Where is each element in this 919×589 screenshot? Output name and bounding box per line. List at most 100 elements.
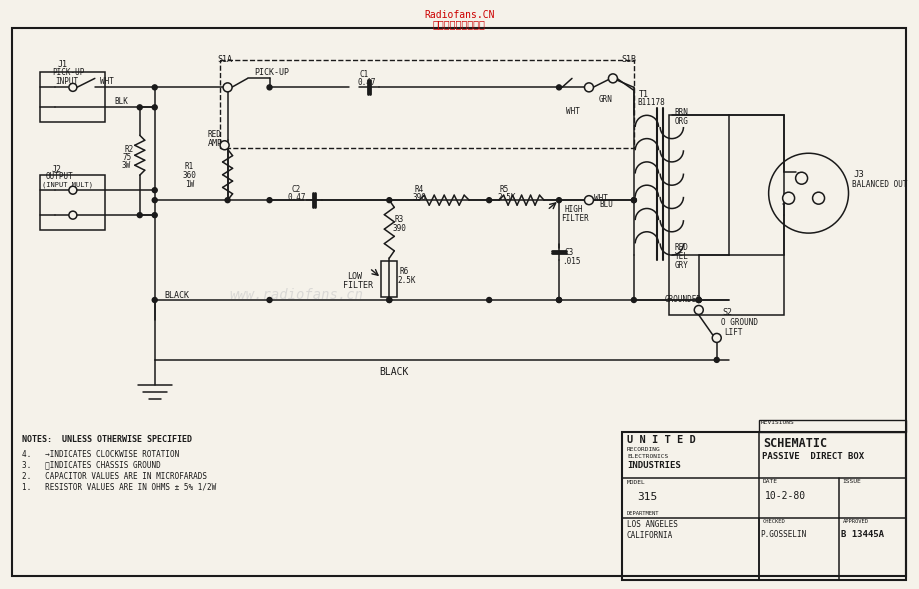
Text: 1W: 1W (185, 180, 194, 189)
Text: BLU: BLU (598, 200, 612, 209)
Text: www.radiofans.cn: www.radiofans.cn (230, 288, 363, 302)
Text: FILTER: FILTER (343, 281, 373, 290)
Circle shape (713, 358, 719, 362)
Text: BLACK: BLACK (379, 367, 408, 377)
Circle shape (811, 192, 823, 204)
Text: 收音机爱好者资料库: 收音机爱好者资料库 (432, 19, 485, 29)
Text: 390: 390 (412, 193, 425, 202)
Text: 75: 75 (122, 153, 132, 162)
Text: RED: RED (208, 130, 221, 139)
Text: J1: J1 (58, 61, 68, 70)
Text: 3W: 3W (121, 161, 130, 170)
Circle shape (152, 213, 157, 217)
Text: GROUNDED: GROUNDED (664, 295, 701, 304)
Text: NOTES:  UNLESS OTHERWISE SPECIFIED: NOTES: UNLESS OTHERWISE SPECIFIED (22, 435, 192, 444)
Text: 2.   CAPACITOR VALUES ARE IN MICROFARADS: 2. CAPACITOR VALUES ARE IN MICROFARADS (22, 472, 207, 481)
Text: PICK-UP: PICK-UP (51, 68, 85, 77)
Text: 4.   →INDICATES CLOCKWISE ROTATION: 4. →INDICATES CLOCKWISE ROTATION (22, 450, 179, 459)
Circle shape (795, 172, 807, 184)
Circle shape (696, 297, 700, 303)
Circle shape (152, 198, 157, 203)
Text: HIGH: HIGH (563, 205, 582, 214)
Text: SCHEMATIC: SCHEMATIC (763, 437, 827, 450)
Circle shape (486, 297, 491, 303)
Text: ISSUE: ISSUE (842, 479, 860, 484)
Circle shape (630, 198, 636, 203)
Text: 390: 390 (391, 224, 406, 233)
Circle shape (486, 198, 491, 203)
Text: WHT: WHT (565, 107, 579, 117)
Text: 1.   RESISTOR VALUES ARE IN OHMS ± 5% 1/2W: 1. RESISTOR VALUES ARE IN OHMS ± 5% 1/2W (22, 482, 216, 492)
Circle shape (584, 196, 593, 204)
Text: REVISIONS: REVISIONS (760, 420, 793, 425)
Text: OUTPUT: OUTPUT (46, 172, 74, 181)
Circle shape (223, 83, 232, 92)
Circle shape (556, 198, 561, 203)
Text: R4: R4 (414, 185, 423, 194)
Text: DEPARTMENT: DEPARTMENT (626, 511, 659, 515)
Circle shape (386, 297, 391, 303)
Text: LOW: LOW (347, 272, 362, 281)
Circle shape (69, 186, 77, 194)
Text: BLK: BLK (115, 97, 129, 107)
Text: B11178: B11178 (636, 98, 664, 107)
Bar (40, 72, 105, 123)
Text: 1: 1 (812, 193, 817, 202)
Text: DATE: DATE (762, 479, 777, 484)
Text: YEL: YEL (674, 252, 688, 261)
Text: S1B: S1B (620, 55, 635, 64)
Circle shape (386, 198, 391, 203)
Circle shape (556, 297, 561, 303)
Circle shape (607, 74, 617, 83)
Text: R2: R2 (125, 145, 134, 154)
Text: ORG: ORG (674, 117, 688, 126)
Text: CHECKED: CHECKED (762, 518, 785, 524)
Circle shape (630, 297, 636, 303)
Circle shape (69, 211, 77, 219)
Text: LOS ANGELES: LOS ANGELES (626, 519, 677, 528)
Text: R1: R1 (185, 162, 194, 171)
Text: 360: 360 (183, 171, 197, 180)
Text: 3.   ℵINDICATES CHASSIS GROUND: 3. ℵINDICATES CHASSIS GROUND (22, 461, 161, 469)
Text: BLACK: BLACK (165, 291, 189, 300)
Text: RED: RED (674, 243, 688, 252)
Circle shape (711, 333, 720, 342)
Circle shape (225, 198, 230, 203)
Text: INDUSTRIES: INDUSTRIES (626, 461, 680, 469)
Text: P.GOSSELIN: P.GOSSELIN (760, 530, 806, 538)
Text: 2: 2 (782, 193, 787, 202)
Text: ELECTRONICS: ELECTRONICS (626, 454, 667, 459)
Circle shape (386, 297, 391, 303)
Text: INPUT: INPUT (55, 77, 78, 87)
Circle shape (152, 297, 157, 303)
Text: J2: J2 (51, 166, 62, 174)
Bar (621, 432, 905, 580)
Text: S2: S2 (722, 308, 732, 317)
Text: CALIFORNIA: CALIFORNIA (626, 531, 673, 540)
Text: O GROUND: O GROUND (720, 318, 757, 327)
Text: 2.5K: 2.5K (496, 193, 515, 202)
Text: (INPUT MULT): (INPUT MULT) (42, 181, 93, 188)
Text: J3: J3 (853, 170, 863, 179)
Circle shape (782, 192, 794, 204)
Bar (668, 115, 783, 315)
Text: GRN: GRN (598, 95, 612, 104)
Text: PICK-UP: PICK-UP (255, 68, 289, 77)
Text: LIFT: LIFT (724, 328, 743, 337)
Circle shape (137, 105, 142, 110)
Circle shape (137, 213, 142, 217)
Circle shape (152, 85, 157, 90)
Text: 315: 315 (636, 492, 656, 502)
Circle shape (556, 85, 561, 90)
Circle shape (152, 105, 157, 110)
Text: C3: C3 (563, 248, 573, 257)
Text: 0.47: 0.47 (287, 193, 306, 202)
Text: 10-2-80: 10-2-80 (764, 491, 805, 501)
Text: BRN: BRN (674, 108, 688, 117)
Bar (380, 261, 397, 297)
Text: R5: R5 (499, 185, 508, 194)
Circle shape (267, 297, 272, 303)
Text: GRY: GRY (674, 261, 688, 270)
Text: T1: T1 (638, 90, 648, 100)
Text: AMP: AMP (208, 139, 222, 148)
